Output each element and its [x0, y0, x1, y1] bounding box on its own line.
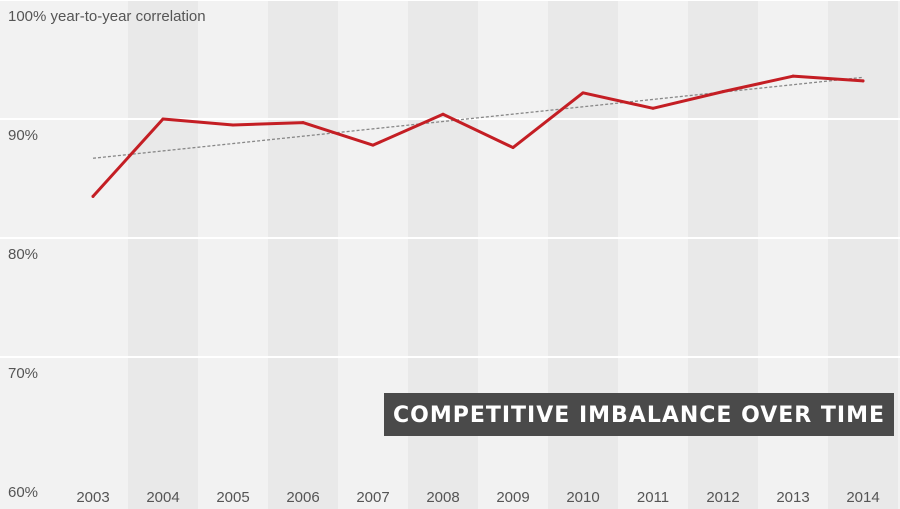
- title-background: [384, 393, 894, 436]
- x-tick-label-2008: 2008: [426, 489, 459, 506]
- series-layer: [91, 74, 865, 198]
- column-band-2006: [268, 0, 338, 509]
- series-line-0: [91, 74, 865, 198]
- x-tick-label-2004: 2004: [146, 489, 179, 506]
- y-tick-label-60: 60%: [8, 484, 38, 501]
- x-tick-label-2007: 2007: [356, 489, 389, 506]
- x-tick-label-2009: 2009: [496, 489, 529, 506]
- data-point-2010: [581, 91, 585, 95]
- data-point-2004: [161, 117, 165, 121]
- x-tick-label-2013: 2013: [776, 489, 809, 506]
- data-point-2011: [651, 106, 655, 110]
- x-tick-label-2012: 2012: [706, 489, 739, 506]
- y-tick-label-70: 70%: [8, 365, 38, 382]
- data-point-2003: [91, 194, 95, 198]
- data-point-2013: [791, 74, 795, 78]
- x-tick-label-2011: 2011: [637, 489, 669, 506]
- x-tick-label-2003: 2003: [76, 489, 109, 506]
- y-axis-ticks: 60% 70% 80% 90% 100% year-to-year correlatio…: [8, 8, 206, 501]
- data-point-2007: [371, 143, 375, 147]
- x-tick-label-2006: 2006: [286, 489, 319, 506]
- column-band-2004: [128, 0, 198, 509]
- data-point-2014: [861, 79, 865, 83]
- y-tick-label-90: 90%: [8, 127, 38, 144]
- trendline: [92, 76, 864, 159]
- column-band-2005: [198, 0, 268, 509]
- x-axis-ticks: 2003 2004 2005 2006 2007 2008 2009 2010 2011 2012…: [76, 489, 879, 506]
- column-band-2003: [58, 0, 128, 509]
- y-axis-label: year-to-year correlation: [51, 8, 206, 25]
- title-box: COMPETITIVE IMBALANCE OVER TIME: [384, 393, 894, 436]
- data-point-2006: [301, 121, 305, 125]
- x-tick-label-2014: 2014: [846, 489, 879, 506]
- y-tick-label-80: 80%: [8, 246, 38, 263]
- data-point-2008: [441, 112, 445, 116]
- data-point-2005: [231, 123, 235, 127]
- data-point-2012: [721, 90, 725, 94]
- trendline-layer: [92, 76, 864, 159]
- x-tick-label-2010: 2010: [566, 489, 599, 506]
- chart-title: COMPETITIVE IMBALANCE OVER TIME: [393, 403, 885, 428]
- y-tick-label-100: 100% year-to-year correlation: [8, 8, 206, 25]
- data-point-2009: [511, 146, 515, 150]
- x-tick-label-2005: 2005: [216, 489, 249, 506]
